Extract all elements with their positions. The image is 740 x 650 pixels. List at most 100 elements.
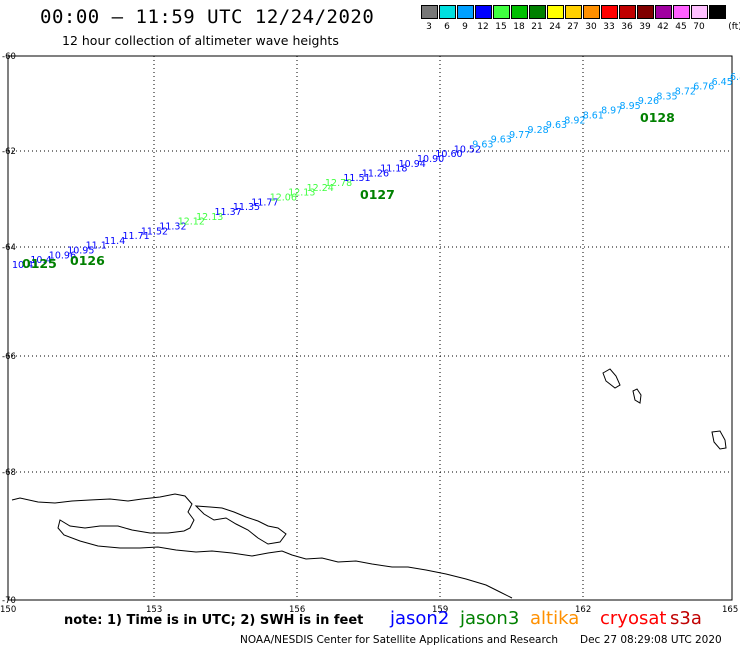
lat-lon-grid xyxy=(7,55,733,601)
lon-label: 159 xyxy=(432,605,448,615)
wave-height-obs: 8.92 xyxy=(564,115,585,126)
wave-height-obs: 10.90 xyxy=(417,154,444,165)
wave-height-obs: 11.1 xyxy=(86,241,107,252)
wave-height-obs: 12.13 xyxy=(288,188,315,199)
wave-height-obs: 10.4 xyxy=(30,255,51,266)
wave-height-obs: 9.77 xyxy=(509,130,530,141)
lon-label: 156 xyxy=(289,605,305,615)
wave-height-obs: 11.52 xyxy=(141,226,168,237)
lat-label: -70 xyxy=(2,596,16,606)
legend-swatch xyxy=(637,5,654,19)
wave-height-obs: 11.26 xyxy=(362,168,389,179)
wave-height-obs: 11.32 xyxy=(159,221,186,232)
pass-id: 0127 xyxy=(360,187,395,202)
wave-height-obs: 10.60 xyxy=(435,149,462,160)
legend-label: 42 xyxy=(657,22,669,32)
wave-height-obs: 11.51 xyxy=(343,173,370,184)
wave-height-obs: 10.52 xyxy=(454,144,481,155)
wave-height-obs: 12.06 xyxy=(270,193,297,204)
legend-label: 27 xyxy=(567,22,579,32)
legend-label: 12 xyxy=(477,22,489,32)
footer-note: note: 1) Time is in UTC; 2) SWH is in fe… xyxy=(64,613,364,628)
legend-swatch xyxy=(565,5,582,19)
legend-swatch xyxy=(493,5,510,19)
pass-id: 0126 xyxy=(70,253,105,268)
wave-height-obs: 11.35 xyxy=(233,202,260,213)
legend-swatch xyxy=(619,5,636,19)
lat-label: -60 xyxy=(2,52,16,62)
lon-label: 165 xyxy=(722,605,738,615)
wave-height-obs: 6.45 xyxy=(712,77,733,88)
satellite-name: jason3 xyxy=(460,608,520,629)
legend-label: 3 xyxy=(426,22,432,32)
legend-swatch xyxy=(655,5,672,19)
generated-timestamp: Dec 27 08:29:08 UTC 2020 xyxy=(580,634,722,646)
wave-height-obs: 9.26 xyxy=(638,96,659,107)
legend-unit: (ft) xyxy=(728,22,740,32)
legend-swatch xyxy=(475,5,492,19)
map-frame xyxy=(7,55,733,601)
wave-height-obs: 9.63 xyxy=(472,140,493,151)
legend-label: 45 xyxy=(675,22,687,32)
pass-id: 0125 xyxy=(22,256,57,271)
satellite-name: jason2 xyxy=(390,608,450,629)
wave-height-obs: 6.76 xyxy=(693,82,714,93)
wave-height-obs: 8.72 xyxy=(675,87,696,98)
coastline xyxy=(11,368,727,599)
wave-height-obs: 8.61 xyxy=(583,111,604,122)
wave-height-obs: 8.95 xyxy=(620,101,641,112)
legend-label: 24 xyxy=(549,22,561,32)
legend-label: 33 xyxy=(603,22,615,32)
satellite-track: 10.4110.410.9610.9511.111.411.7111.5211.… xyxy=(12,72,740,271)
wave-height-obs: 10.96 xyxy=(49,250,76,261)
wave-height-obs: 11.18 xyxy=(380,164,407,175)
satellite-name: altika xyxy=(530,608,580,629)
wave-height-obs: 10.94 xyxy=(399,159,426,170)
pass-id: 0128 xyxy=(640,110,675,125)
legend-label: 9 xyxy=(462,22,468,32)
wave-height-obs: 8.35 xyxy=(656,91,677,102)
legend-swatch xyxy=(691,5,708,19)
legend-label: 15 xyxy=(495,22,507,32)
legend-label: 39 xyxy=(639,22,651,32)
wave-height-obs: 10.41 xyxy=(12,260,39,271)
wave-height-obs: 9.28 xyxy=(528,125,549,136)
legend-swatch xyxy=(421,5,438,19)
legend-label: 36 xyxy=(621,22,633,32)
lon-label: 153 xyxy=(146,605,162,615)
credit-line: NOAA/NESDIS Center for Satellite Applica… xyxy=(240,634,558,646)
wave-height-obs: 11.71 xyxy=(123,231,150,242)
wave-height-obs: 12.24 xyxy=(307,183,334,194)
map-subtitle: 12 hour collection of altimeter wave hei… xyxy=(62,33,339,48)
legend-label: 6 xyxy=(444,22,450,32)
wave-height-obs: 8.97 xyxy=(601,106,622,117)
legend-swatch xyxy=(673,5,690,19)
wave-height-obs: 9.63 xyxy=(546,120,567,131)
legend-label: 30 xyxy=(585,22,597,32)
wave-height-obs: 11.4 xyxy=(104,236,125,247)
lat-label: -62 xyxy=(2,147,16,157)
lat-label: -64 xyxy=(2,243,16,253)
lat-label: -68 xyxy=(2,468,16,478)
legend-swatch xyxy=(547,5,564,19)
legend-swatch xyxy=(601,5,618,19)
legend-swatch xyxy=(439,5,456,19)
satellite-name: s3a xyxy=(670,608,702,629)
legend-swatch xyxy=(583,5,600,19)
wave-height-obs: 6.8 xyxy=(730,72,740,83)
wave-height-obs: 11.77 xyxy=(251,197,278,208)
wave-height-obs: 11.37 xyxy=(215,207,242,218)
legend-swatch xyxy=(457,5,474,19)
legend-swatch xyxy=(709,5,726,19)
pass-id-labels: 0125 0126 0127 0128 xyxy=(22,110,675,271)
wave-height-obs: 12.13 xyxy=(196,212,223,223)
lon-label: 162 xyxy=(575,605,591,615)
wave-height-obs: 9.63 xyxy=(491,135,512,146)
legend-swatch xyxy=(511,5,528,19)
map-title: 00:00 – 11:59 UTC 12/24/2020 xyxy=(40,6,375,28)
wave-height-obs: 10.95 xyxy=(67,246,94,257)
legend-label: 70 xyxy=(693,22,705,32)
